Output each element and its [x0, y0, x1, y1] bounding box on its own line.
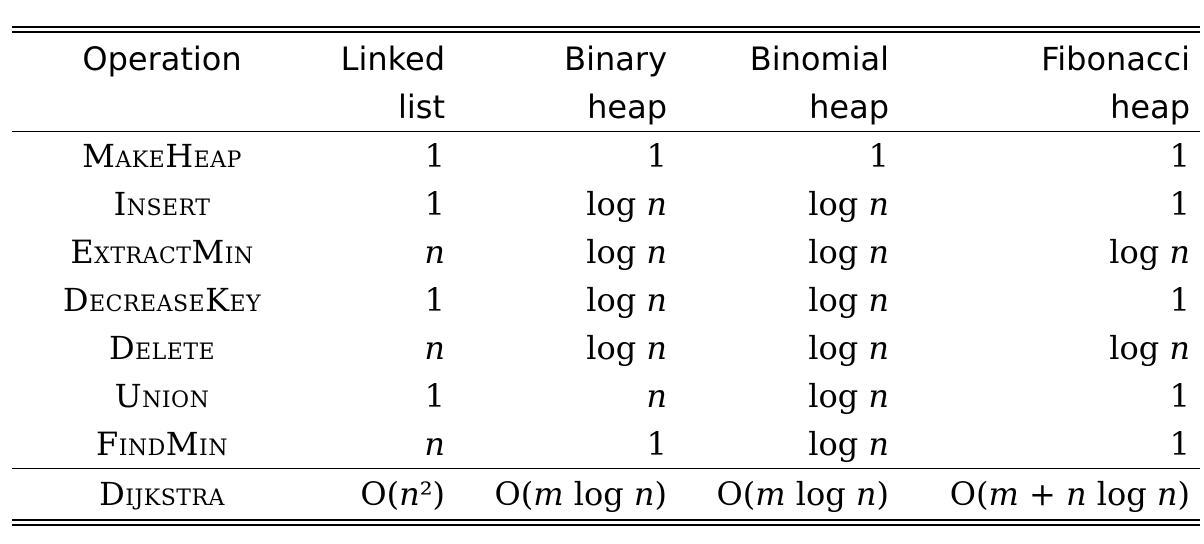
complexity-cell: 1 — [646, 425, 667, 463]
table-row: Union 1 n log n 1 — [12, 372, 1200, 420]
header-cell: Operation — [12, 30, 312, 132]
complexity-cell: 1 — [1169, 281, 1190, 319]
complexity-cell: 1 — [424, 377, 445, 415]
complexity-cell: n — [424, 233, 445, 271]
complexity-cell: 1 — [646, 137, 667, 175]
header-text: Fibonacci heap — [1041, 40, 1190, 126]
table-body: MakeHeap 1 1 1 1 Insert 1 log n log n 1 ExtractMin… — [12, 132, 1200, 469]
table-row: Insert 1 log n log n 1 — [12, 180, 1200, 228]
complexity-cell: log n — [808, 233, 889, 271]
operation-cell: Insert — [113, 185, 211, 223]
header-cell: Fibonacci heap — [899, 30, 1200, 132]
complexity-cell: 1 — [868, 137, 889, 175]
header-cell: Binary heap — [455, 30, 677, 132]
complexity-cell: 1 — [1169, 377, 1190, 415]
complexity-cell: log n — [1109, 329, 1190, 367]
table-footer: Dijkstra O(n²) O(m log n) O(m log n) O(m + n… — [12, 468, 1200, 523]
complexity-cell: 1 — [424, 281, 445, 319]
complexity-cell: log n — [808, 377, 889, 415]
complexity-cell: log n — [586, 233, 667, 271]
operation-cell: ExtractMin — [70, 233, 254, 271]
complexity-cell: O(n²) — [360, 475, 445, 513]
complexity-cell: 1 — [424, 137, 445, 175]
table-row: DecreaseKey 1 log n log n 1 — [12, 276, 1200, 324]
header-text: Operation — [82, 40, 242, 78]
complexity-cell: 1 — [1169, 185, 1190, 223]
table-row: MakeHeap 1 1 1 1 — [12, 132, 1200, 181]
complexity-cell: log n — [808, 425, 889, 463]
operation-cell: Delete — [108, 329, 216, 367]
complexity-cell: O(m log n) — [716, 475, 889, 513]
complexity-cell: n — [424, 329, 445, 367]
table-header: Operation Linked list Binary heap Binomial … — [12, 30, 1200, 132]
complexity-cell: n — [424, 425, 445, 463]
complexity-cell: n — [646, 377, 667, 415]
complexity-cell: log n — [586, 185, 667, 223]
operation-cell: MakeHeap — [82, 137, 242, 175]
complexity-cell: log n — [808, 185, 889, 223]
complexity-cell: log n — [586, 281, 667, 319]
complexity-cell: 1 — [1169, 425, 1190, 463]
complexity-table: Operation Linked list Binary heap Binomial … — [12, 26, 1200, 526]
operation-cell: Dijkstra — [99, 475, 225, 513]
header-text: Binary heap — [564, 40, 667, 126]
operation-cell: FindMin — [96, 425, 228, 463]
header-cell: Linked list — [312, 30, 455, 132]
complexity-cell: log n — [1109, 233, 1190, 271]
complexity-cell: log n — [808, 329, 889, 367]
operation-cell: Union — [114, 377, 210, 415]
complexity-cell: 1 — [424, 185, 445, 223]
footer-row: Dijkstra O(n²) O(m log n) O(m log n) O(m + n… — [12, 468, 1200, 523]
operation-cell: DecreaseKey — [62, 281, 262, 319]
table-row: FindMin n 1 log n 1 — [12, 420, 1200, 469]
header-text: Binomial heap — [749, 40, 889, 126]
complexity-cell: log n — [808, 281, 889, 319]
complexity-cell: 1 — [1169, 137, 1190, 175]
complexity-cell: O(m + n log n) — [949, 475, 1190, 513]
complexity-cell: log n — [586, 329, 667, 367]
header-row: Operation Linked list Binary heap Binomial … — [12, 30, 1200, 132]
table-row: Delete n log n log n log n — [12, 324, 1200, 372]
header-text: Linked list — [340, 40, 445, 126]
complexity-cell: O(m log n) — [494, 475, 667, 513]
table-row: ExtractMin n log n log n log n — [12, 228, 1200, 276]
header-cell: Binomial heap — [677, 30, 899, 132]
